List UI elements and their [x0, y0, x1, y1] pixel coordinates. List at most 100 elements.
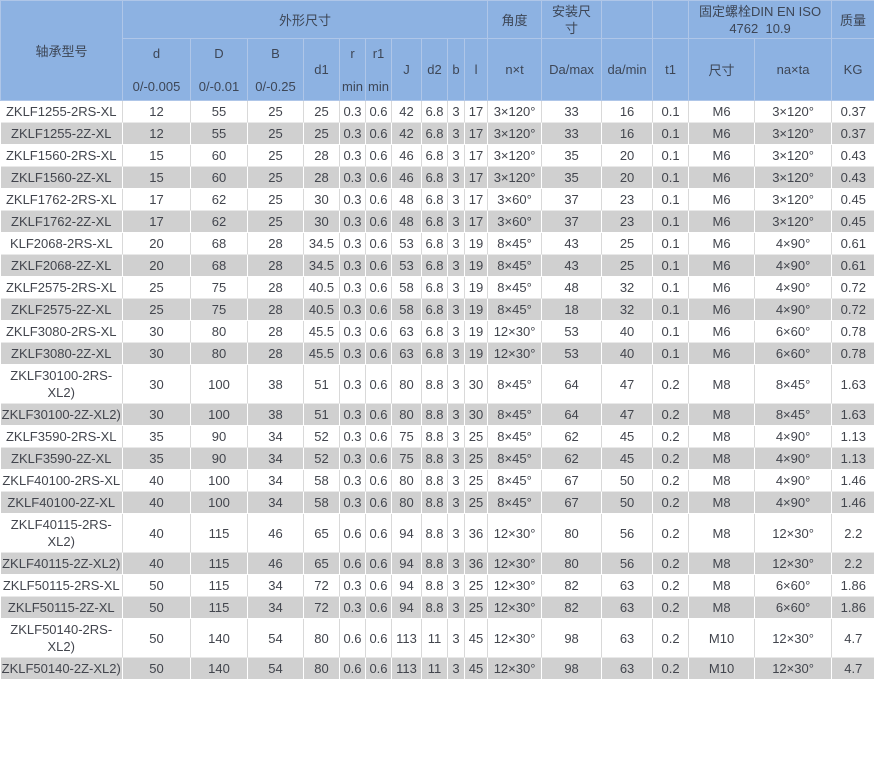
cell-d: 50 — [122, 596, 191, 619]
cell-Da_max: 35 — [541, 166, 603, 189]
cell-nxt: 8×45° — [487, 276, 543, 299]
cell-J: 58 — [391, 298, 422, 321]
cell-Da_max: 62 — [541, 425, 603, 448]
cell-da_min: 32 — [601, 276, 654, 299]
cell-d1: 80 — [303, 657, 340, 680]
cell-t1: 0.2 — [652, 596, 690, 619]
table-row: ZKLF50140-2Z-XL2) 50 140 54 80 0.6 0.6 113 11 3 45… — [0, 657, 874, 680]
cell-B: 46 — [247, 552, 304, 575]
cell-b: 3 — [447, 447, 465, 470]
cell-t1: 0.1 — [652, 210, 690, 233]
cell-naxta: 8×45° — [754, 403, 833, 426]
cell-d2: 8.8 — [421, 364, 448, 404]
cell-D: 115 — [190, 574, 248, 597]
cell-r1: 0.6 — [365, 298, 392, 321]
cell-naxta: 12×30° — [754, 618, 833, 658]
cell-l: 45 — [464, 618, 489, 658]
cell-kg: 0.61 — [831, 232, 874, 255]
cell-B: 34 — [247, 491, 304, 514]
cell-r1: 0.6 — [365, 276, 392, 299]
cell-d2: 6.8 — [421, 100, 448, 123]
cell-r1: 0.6 — [365, 144, 392, 167]
table-row: ZKLF3590-2Z-XL 35 90 34 52 0.3 0.6 75 8.8 3 25 8×45… — [0, 447, 874, 470]
cell-da_min: 45 — [601, 447, 654, 470]
cell-r1: 0.6 — [365, 210, 392, 233]
cell-r1: 0.6 — [365, 657, 392, 680]
header-col-da-min: da/min — [601, 38, 654, 101]
cell-da_min: 47 — [601, 364, 654, 404]
cell-Da_max: 37 — [541, 210, 603, 233]
cell-Da_max: 80 — [541, 552, 603, 575]
cell-l: 17 — [464, 188, 489, 211]
cell-da_min: 50 — [601, 491, 654, 514]
cell-kg: 1.86 — [831, 574, 874, 597]
cell-t1: 0.2 — [652, 513, 690, 553]
cell-b: 3 — [447, 254, 465, 277]
header-col-B-tolerance: 0/-0.25 — [255, 78, 296, 94]
cell-r1: 0.6 — [365, 491, 392, 514]
cell-r: 0.6 — [339, 552, 366, 575]
cell-d1: 65 — [303, 513, 340, 553]
cell-b: 3 — [447, 320, 465, 343]
cell-naxta: 4×90° — [754, 469, 833, 492]
cell-naxta: 4×90° — [754, 447, 833, 470]
table-row: ZKLF50115-2RS-XL 50 115 34 72 0.3 0.6 94 8.8 3 25 1… — [0, 574, 874, 597]
table-row: ZKLF1560-2RS-XL 15 60 25 28 0.3 0.6 46 6.8 3 17 3×1… — [0, 144, 874, 167]
cell-b: 3 — [447, 232, 465, 255]
cell-d1: 34.5 — [303, 254, 340, 277]
cell-kg: 0.72 — [831, 276, 874, 299]
cell-kg: 0.37 — [831, 100, 874, 123]
cell-B: 46 — [247, 513, 304, 553]
cell-t1: 0.2 — [652, 364, 690, 404]
cell-d: 40 — [122, 469, 191, 492]
cell-Da_max: 64 — [541, 364, 603, 404]
cell-nxt: 12×30° — [487, 574, 543, 597]
cell-r: 0.3 — [339, 364, 366, 404]
cell-b: 3 — [447, 657, 465, 680]
cell-D: 100 — [190, 469, 248, 492]
cell-J: 48 — [391, 188, 422, 211]
cell-t1: 0.1 — [652, 166, 690, 189]
cell-da_min: 32 — [601, 298, 654, 321]
cell-B: 25 — [247, 166, 304, 189]
cell-size: M8 — [688, 574, 756, 597]
cell-d: 15 — [122, 144, 191, 167]
cell-B: 28 — [247, 342, 304, 365]
header-col-J: J — [391, 38, 422, 101]
header-group-dimensions: 外形尺寸 — [121, 0, 489, 39]
cell-nxt: 12×30° — [487, 552, 543, 575]
cell-size: M10 — [688, 618, 756, 658]
cell-J: 80 — [391, 364, 422, 404]
cell-size: M10 — [688, 657, 756, 680]
cell-J: 113 — [391, 657, 422, 680]
cell-d2: 8.8 — [421, 447, 448, 470]
cell-l: 17 — [464, 166, 489, 189]
cell-r1: 0.6 — [365, 188, 392, 211]
header-group-bolt-line1: 固定螺栓DIN EN ISO — [699, 3, 822, 19]
cell-r: 0.3 — [339, 276, 366, 299]
cell-r: 0.3 — [339, 425, 366, 448]
cell-D: 62 — [190, 210, 248, 233]
header-col-r1: r1 min — [365, 38, 392, 101]
cell-r: 0.3 — [339, 320, 366, 343]
cell-model: ZKLF1762-2RS-XL — [0, 188, 123, 211]
header-col-B-label: B — [271, 45, 280, 61]
cell-da_min: 23 — [601, 210, 654, 233]
cell-kg: 0.61 — [831, 254, 874, 277]
cell-r1: 0.6 — [365, 232, 392, 255]
cell-d: 20 — [122, 232, 191, 255]
cell-nxt: 12×30° — [487, 320, 543, 343]
cell-naxta: 4×90° — [754, 425, 833, 448]
cell-nxt: 12×30° — [487, 596, 543, 619]
cell-J: 94 — [391, 596, 422, 619]
cell-t1: 0.2 — [652, 574, 690, 597]
cell-D: 90 — [190, 425, 248, 448]
cell-J: 94 — [391, 513, 422, 553]
table-row: ZKLF30100-2RS-XL2) 30 100 38 51 0.3 0.6 80 8.8 3 3… — [0, 364, 874, 404]
cell-d1: 51 — [303, 403, 340, 426]
cell-B: 25 — [247, 100, 304, 123]
cell-nxt: 8×45° — [487, 298, 543, 321]
header-group-mounting-label: 安装尺寸 — [552, 3, 592, 36]
cell-nxt: 8×45° — [487, 254, 543, 277]
table-row: ZKLF2068-2Z-XL 20 68 28 34.5 0.3 0.6 53 6.8 3 19 8×… — [0, 254, 874, 277]
